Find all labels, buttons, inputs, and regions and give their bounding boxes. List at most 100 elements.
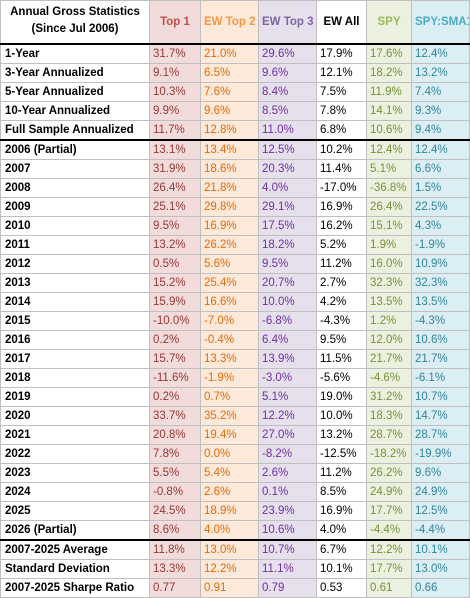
- cell-ew-all: 7.8%: [316, 101, 367, 121]
- cell-ew-top3: -6.8%: [258, 311, 317, 331]
- cell-spy: -36.8%: [366, 178, 412, 198]
- cell-spy: 26.4%: [366, 197, 412, 217]
- cell-ew-top2: -0.4%: [200, 330, 259, 350]
- cell-top1: 20.8%: [149, 425, 201, 445]
- cell-ew-top3: 11.1%: [258, 559, 317, 579]
- cell-spy-sma10: 12.4%: [411, 43, 470, 64]
- table-row: 2024 -0.8% 2.6% 0.1% 8.5% 24.9% 24.9%: [0, 482, 470, 502]
- row-label: 2024: [0, 482, 150, 502]
- cell-ew-all: 11.2%: [316, 254, 367, 274]
- cell-top1: 9.9%: [149, 101, 201, 121]
- table-row: 2021 20.8% 19.4% 27.0% 13.2% 28.7% 28.7%: [0, 425, 470, 445]
- table-row: 5-Year Annualized 10.3% 7.6% 8.4% 7.5% 11.9% 7…: [0, 82, 470, 102]
- cell-ew-top3: 27.0%: [258, 425, 317, 445]
- cell-spy: 31.2%: [366, 387, 412, 407]
- cell-ew-top3: 12.2%: [258, 406, 317, 426]
- cell-ew-top2: 21.0%: [200, 43, 259, 64]
- cell-top1: 10.3%: [149, 82, 201, 102]
- cell-ew-all: 10.0%: [316, 406, 367, 426]
- cell-spy-sma10: 9.6%: [411, 463, 470, 483]
- cell-spy-sma10: 6.6%: [411, 159, 470, 179]
- cell-top1: 26.4%: [149, 178, 201, 198]
- cell-ew-all: -17.0%: [316, 178, 367, 198]
- cell-ew-all: 12.1%: [316, 63, 367, 83]
- table-row: 2026 (Partial) 8.6% 4.0% 10.6% 4.0% -4.4% -4.4…: [0, 520, 470, 541]
- cell-ew-top3: 13.9%: [258, 349, 317, 369]
- table-row: 2020 33.7% 35.2% 12.2% 10.0% 18.3% 14.7%: [0, 406, 470, 426]
- column-header-spy: SPY: [366, 0, 412, 45]
- cell-ew-all: 8.5%: [316, 482, 367, 502]
- table-row: 2025 24.5% 18.9% 23.9% 16.9% 17.7% 12.5%: [0, 501, 470, 521]
- cell-ew-top2: 0.91: [200, 578, 259, 598]
- cell-ew-top2: 12.8%: [200, 120, 259, 141]
- cell-ew-top2: 2.6%: [200, 482, 259, 502]
- cell-top1: 31.9%: [149, 159, 201, 179]
- row-label: 2025: [0, 501, 150, 521]
- cell-ew-top3: 2.6%: [258, 463, 317, 483]
- cell-spy: 1.9%: [366, 235, 412, 255]
- row-label: 2006 (Partial): [0, 139, 150, 160]
- cell-ew-top3: -8.2%: [258, 444, 317, 464]
- cell-ew-all: 11.2%: [316, 463, 367, 483]
- cell-ew-all: 16.9%: [316, 197, 367, 217]
- cell-ew-all: 2.7%: [316, 273, 367, 293]
- cell-ew-all: 4.2%: [316, 292, 367, 312]
- cell-top1: 0.2%: [149, 330, 201, 350]
- cell-top1: -11.6%: [149, 368, 201, 388]
- row-label: 2021: [0, 425, 150, 445]
- cell-spy: 11.9%: [366, 82, 412, 102]
- cell-ew-top2: 18.9%: [200, 501, 259, 521]
- cell-spy: 12.0%: [366, 330, 412, 350]
- cell-ew-top3: 11.0%: [258, 120, 317, 141]
- cell-spy-sma10: -6.1%: [411, 368, 470, 388]
- cell-spy: 24.9%: [366, 482, 412, 502]
- row-label: 2013: [0, 273, 150, 293]
- table-row: 2018 -11.6% -1.9% -3.0% -5.6% -4.6% -6.1%: [0, 368, 470, 388]
- cell-top1: 8.6%: [149, 520, 201, 541]
- cell-ew-top2: 5.4%: [200, 463, 259, 483]
- cell-ew-all: 16.9%: [316, 501, 367, 521]
- table-header-row: Annual Gross Statistics (Since Jul 2006)…: [0, 0, 470, 45]
- cell-ew-top2: 0.7%: [200, 387, 259, 407]
- row-label: 2014: [0, 292, 150, 312]
- cell-spy: -4.6%: [366, 368, 412, 388]
- cell-top1: 25.1%: [149, 197, 201, 217]
- row-label: 2007-2025 Average: [0, 539, 150, 560]
- cell-spy-sma10: 1.5%: [411, 178, 470, 198]
- table-row: 2011 13.2% 26.2% 18.2% 5.2% 1.9% -1.9%: [0, 235, 470, 255]
- table-row: 3-Year Annualized 9.1% 6.5% 9.6% 12.1% 18.2% 1…: [0, 63, 470, 83]
- row-label: 2026 (Partial): [0, 520, 150, 541]
- table-title-line2: (Since Jul 2006): [31, 23, 119, 35]
- table-row: 2017 15.7% 13.3% 13.9% 11.5% 21.7% 21.7%: [0, 349, 470, 369]
- cell-ew-all: 4.0%: [316, 520, 367, 541]
- cell-spy-sma10: -4.3%: [411, 311, 470, 331]
- cell-ew-all: -12.5%: [316, 444, 367, 464]
- cell-top1: 5.5%: [149, 463, 201, 483]
- row-label: 3-Year Annualized: [0, 63, 150, 83]
- cell-spy: 18.2%: [366, 63, 412, 83]
- column-header-ew-top3: EW Top 3: [258, 0, 317, 45]
- cell-top1: 9.1%: [149, 63, 201, 83]
- cell-ew-top2: 13.3%: [200, 349, 259, 369]
- cell-ew-all: 6.7%: [316, 539, 367, 560]
- cell-ew-top3: 9.6%: [258, 63, 317, 83]
- table-row: 2007-2025 Average 11.8% 13.0% 10.7% 6.7% 12.2…: [0, 539, 470, 560]
- cell-ew-top2: 6.5%: [200, 63, 259, 83]
- cell-top1: 33.7%: [149, 406, 201, 426]
- table-row: 2008 26.4% 21.8% 4.0% -17.0% -36.8% 1.5%: [0, 178, 470, 198]
- table-row: Full Sample Annualized 11.7% 12.8% 11.0% 6.8…: [0, 120, 470, 141]
- cell-ew-top3: 9.5%: [258, 254, 317, 274]
- row-label: 2012: [0, 254, 150, 274]
- cell-top1: 11.7%: [149, 120, 201, 141]
- row-label: 2015: [0, 311, 150, 331]
- table-row: 2006 (Partial) 13.1% 13.4% 12.5% 10.2% 12.4% 1…: [0, 139, 470, 160]
- cell-spy-sma10: 4.3%: [411, 216, 470, 236]
- cell-spy: 10.6%: [366, 120, 412, 141]
- table-row: 2023 5.5% 5.4% 2.6% 11.2% 26.2% 9.6%: [0, 463, 470, 483]
- cell-top1: 24.5%: [149, 501, 201, 521]
- row-label: 1-Year: [0, 43, 150, 64]
- column-header-ew-top2: EW Top 2: [200, 0, 259, 45]
- cell-spy-sma10: 9.4%: [411, 120, 470, 141]
- row-label: 2018: [0, 368, 150, 388]
- cell-top1: 13.3%: [149, 559, 201, 579]
